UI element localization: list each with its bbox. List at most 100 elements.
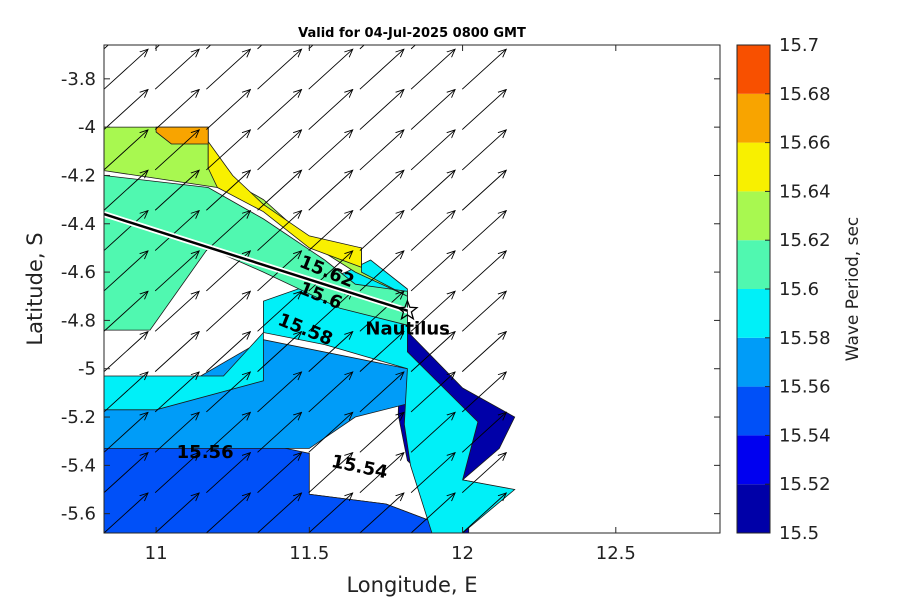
wave-direction-arrow (154, 453, 199, 493)
wave-direction-arrow (257, 49, 302, 90)
wave-direction-arrow (104, 130, 148, 171)
wave-direction-arrow (154, 251, 199, 292)
y-tick-label: -5.2 (61, 407, 96, 428)
y-tick-label: -4.4 (61, 214, 96, 235)
wave-direction-arrow (461, 332, 506, 372)
wave-direction-arrow (461, 493, 506, 533)
colorbar-segment (737, 289, 770, 338)
wave-direction-arrow (461, 251, 506, 292)
wave-direction-arrow (104, 211, 148, 251)
wave-direction-arrow (104, 372, 148, 413)
wave-direction-arrow (410, 90, 455, 130)
wave-direction-arrow (308, 493, 353, 533)
wave-direction-arrow (308, 90, 353, 130)
wave-direction-arrow (359, 170, 404, 211)
wave-direction-arrow (359, 453, 404, 493)
wave-direction-arrow (154, 90, 199, 130)
wave-direction-arrow (461, 453, 506, 493)
wave-direction-arrow (104, 453, 148, 493)
wave-direction-arrow (359, 493, 404, 533)
colorbar-tick-label: 15.58 (779, 328, 831, 349)
wave-direction-arrow (257, 170, 302, 211)
wave-direction-arrow (154, 170, 199, 211)
wave-direction-arrow (206, 291, 250, 332)
colorbar-segment (737, 191, 770, 241)
wave-direction-arrow (104, 493, 148, 533)
colorbar-tick-label: 15.68 (779, 84, 831, 105)
wave-direction-arrow (206, 453, 250, 493)
wave-direction-arrow (308, 291, 353, 332)
wave-direction-arrow (461, 90, 506, 130)
wave-direction-arrow (308, 170, 353, 211)
colorbar-segment (737, 337, 770, 387)
wave-direction-arrow (359, 332, 404, 372)
wave-direction-arrow (257, 453, 302, 493)
wave-direction-arrow (206, 130, 250, 171)
contour-label: 15.56 (177, 442, 234, 463)
wave-direction-arrow (154, 45, 161, 50)
colorbar-tick-label: 15.64 (779, 181, 831, 202)
colorbar-segment (737, 93, 770, 143)
wave-direction-arrow (154, 211, 199, 251)
wave-direction-arrow (206, 332, 250, 372)
wave-direction-arrow (206, 45, 212, 50)
wave-direction-arrow (154, 372, 199, 413)
wave-direction-arrow (257, 211, 302, 251)
wave-direction-arrow (206, 412, 250, 453)
y-tick-label: -3.8 (61, 69, 96, 90)
x-tick-label: 12 (451, 543, 474, 564)
wave-direction-arrow (154, 130, 199, 171)
colorbar-tick-label: 15.66 (779, 133, 831, 154)
colorbar-tick-label: 15.52 (779, 474, 831, 495)
wave-direction-arrow (410, 49, 455, 90)
colorbar-tick-label: 15.6 (779, 279, 819, 300)
wave-direction-arrow (257, 372, 302, 413)
y-tick-label: -4 (78, 117, 96, 138)
wave-direction-arrow (359, 211, 404, 251)
wave-direction-arrow (410, 170, 455, 211)
x-tick-label: 11.5 (289, 543, 329, 564)
y-tick-label: -5 (78, 359, 96, 380)
wave-direction-arrow (206, 170, 250, 211)
wave-direction-arrow (104, 251, 148, 292)
x-tick-label: 12.5 (596, 543, 636, 564)
y-tick-label: -4.8 (61, 310, 96, 331)
colorbar-tick-label: 15.5 (779, 523, 819, 544)
x-tick-label: 11 (145, 543, 168, 564)
wave-direction-arrow (359, 130, 404, 171)
wave-direction-arrow (410, 211, 455, 251)
wave-direction-arrow (308, 332, 353, 372)
wave-direction-arrow (104, 291, 148, 332)
chart-title: Valid for 04-Jul-2025 0800 GMT (298, 26, 526, 41)
wave-direction-arrow (410, 372, 455, 413)
wave-direction-arrow (308, 211, 353, 251)
x-axis-label: Longitude, E (346, 573, 477, 597)
wave-direction-arrow (461, 291, 506, 332)
wave-direction-arrow (461, 49, 506, 90)
wave-direction-arrow (154, 493, 199, 533)
y-tick-label: -4.2 (61, 165, 96, 186)
colorbar: 15.5 15.52 15.54 15.56 15.58 15.6 15.62 15.64 15… (736, 35, 831, 544)
wave-direction-arrow (257, 412, 302, 453)
wave-direction-arrow (461, 211, 506, 251)
wave-direction-arrow (308, 49, 353, 90)
wave-direction-arrow (461, 372, 506, 413)
wave-direction-arrow (257, 291, 302, 332)
colorbar-segment (737, 484, 770, 533)
site-marker-star (396, 298, 419, 321)
wave-direction-arrow (257, 130, 302, 171)
colorbar-tick-label: 15.54 (779, 425, 831, 446)
wave-direction-arrow (154, 332, 199, 372)
wave-direction-arrow (359, 372, 404, 413)
wave-direction-arrow (308, 412, 353, 453)
y-tick-label: -4.6 (61, 262, 96, 283)
wave-direction-arrow (206, 90, 250, 130)
wave-direction-arrow (206, 211, 250, 251)
y-tick-label: -5.4 (61, 455, 96, 476)
colorbar-segment (737, 435, 770, 485)
colorbar-tick-label: 15.56 (779, 377, 831, 398)
wave-direction-arrow (154, 49, 199, 90)
wave-direction-arrow (154, 291, 199, 332)
ship-track-line (103, 212, 408, 312)
